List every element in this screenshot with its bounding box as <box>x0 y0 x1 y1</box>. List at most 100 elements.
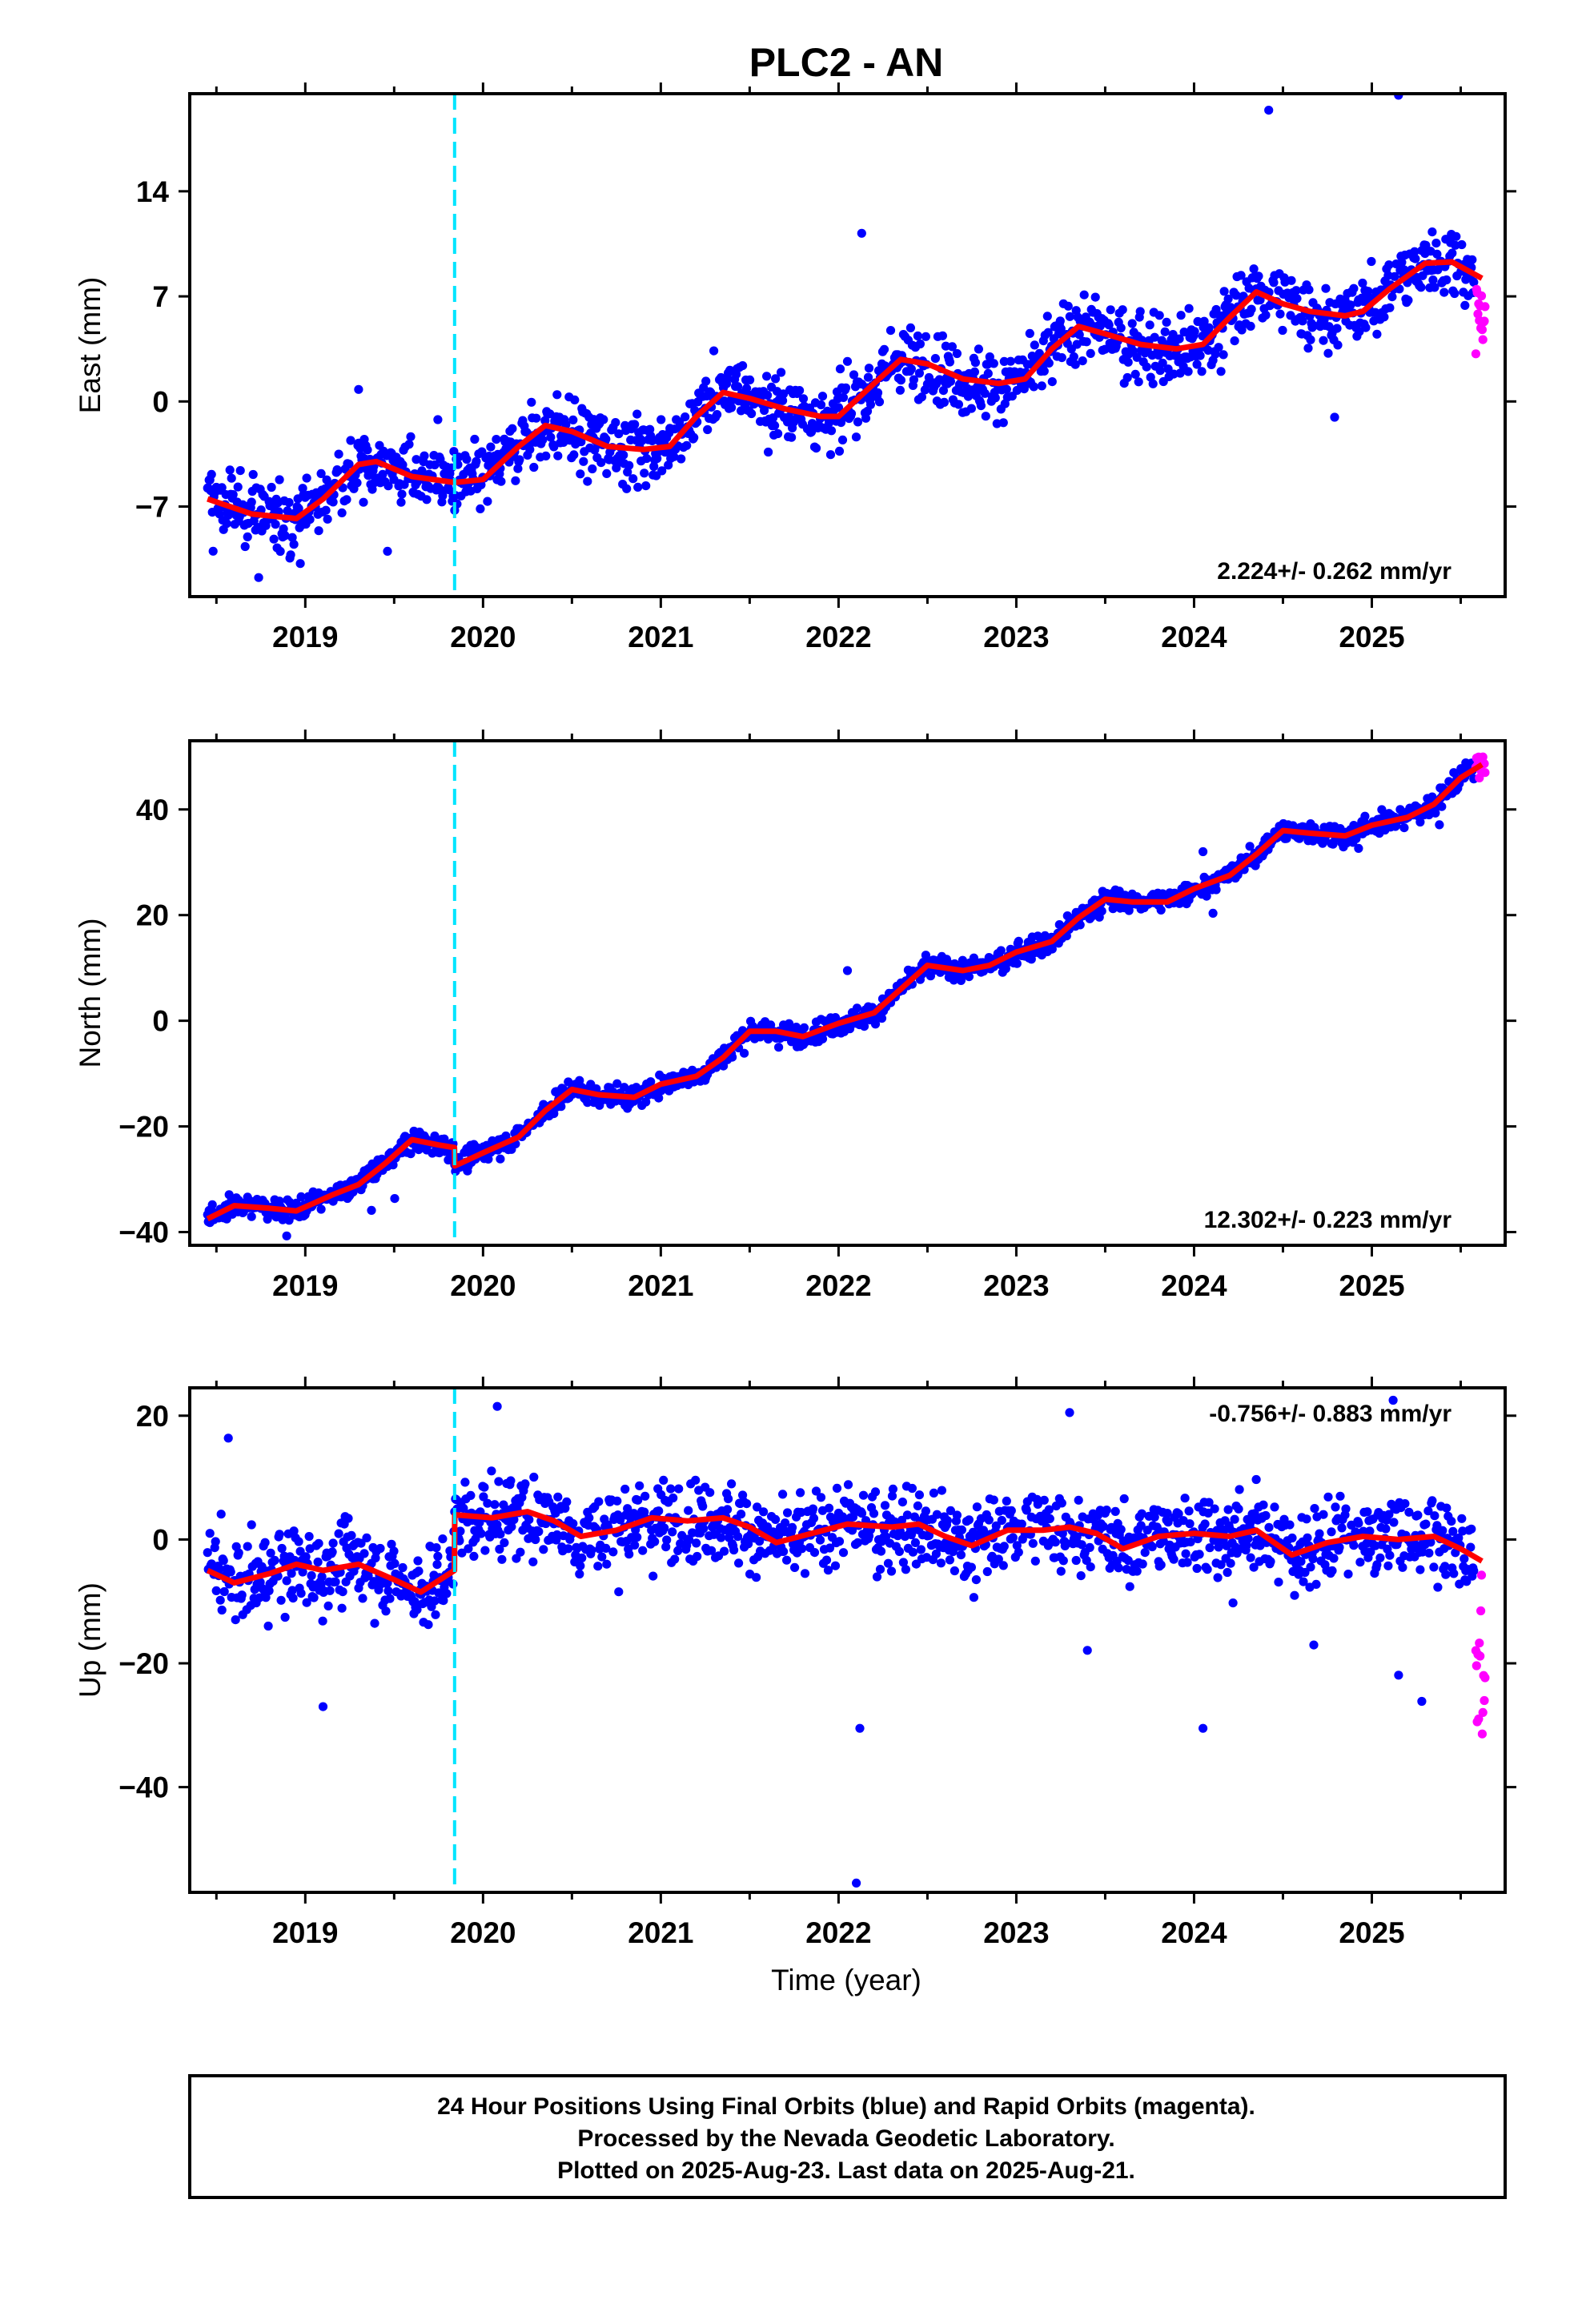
final-orbit-point <box>215 1595 225 1605</box>
final-orbit-point <box>564 1544 573 1554</box>
final-orbit-point <box>734 1558 744 1568</box>
final-orbit-point <box>398 460 408 470</box>
final-orbit-point <box>1150 332 1159 342</box>
final-orbit-point <box>440 1134 449 1144</box>
final-orbit-point <box>1389 1518 1399 1527</box>
final-orbit-point <box>284 497 294 508</box>
final-orbit-point <box>1226 1558 1235 1568</box>
final-orbit-point <box>207 469 216 480</box>
final-orbit-point <box>1460 300 1470 310</box>
final-orbit-point <box>859 1022 869 1031</box>
final-orbit-point <box>1278 325 1287 336</box>
final-orbit-point <box>577 1553 587 1562</box>
final-orbit-point <box>673 1546 683 1555</box>
final-orbit-point <box>460 1478 470 1487</box>
final-orbit-point <box>1203 1508 1213 1518</box>
final-orbit-point <box>771 374 781 384</box>
final-orbit-point <box>483 497 492 506</box>
final-orbit-point <box>1132 1566 1142 1576</box>
final-orbit-point <box>857 228 866 238</box>
final-orbit-point <box>588 464 597 474</box>
final-orbit-point <box>500 1538 509 1547</box>
final-orbit-point <box>938 386 948 396</box>
final-orbit-point <box>1300 1567 1310 1578</box>
final-orbit-point <box>632 409 642 419</box>
final-orbit-point <box>877 1013 887 1023</box>
final-orbit-point <box>1384 260 1394 270</box>
y-tick-label: 20 <box>136 899 169 932</box>
final-orbit-point <box>1150 1512 1159 1522</box>
final-orbit-point <box>648 1571 658 1581</box>
final-orbit-point <box>583 476 592 486</box>
final-orbit-point <box>691 1475 701 1485</box>
x-tick-label: 2020 <box>450 621 516 653</box>
final-orbit-point <box>1180 1494 1190 1503</box>
final-orbit-point <box>1182 1558 1192 1567</box>
final-orbit-point <box>286 550 295 560</box>
final-orbit-point <box>584 1513 594 1522</box>
final-orbit-point <box>1199 846 1208 857</box>
final-orbit-point <box>954 400 963 409</box>
final-orbit-point <box>619 450 628 460</box>
final-orbit-point <box>337 1603 347 1613</box>
final-orbit-point <box>331 1577 340 1586</box>
final-orbit-point <box>689 432 699 443</box>
final-orbit-point <box>247 1520 256 1530</box>
final-orbit-point <box>821 1555 832 1565</box>
final-orbit-point <box>1158 358 1167 368</box>
final-orbit-point <box>529 1472 539 1482</box>
final-orbit-point <box>826 426 837 436</box>
final-orbit-point <box>334 1529 343 1538</box>
final-orbit-point <box>367 1205 376 1215</box>
final-orbit-point <box>1421 240 1431 250</box>
final-orbit-point <box>528 1557 538 1566</box>
final-orbit-point <box>1176 311 1186 320</box>
final-orbit-point <box>668 1527 677 1537</box>
final-orbit-point <box>1202 891 1211 901</box>
final-orbit-point <box>1306 335 1315 344</box>
final-orbit-point <box>897 1515 906 1525</box>
final-orbit-point <box>1008 1533 1018 1542</box>
final-orbit-point <box>880 1501 890 1510</box>
final-orbit-point <box>1071 1555 1081 1566</box>
final-orbit-point <box>816 1493 826 1502</box>
final-orbit-point <box>1114 1563 1123 1573</box>
final-orbit-point <box>1337 1523 1347 1533</box>
final-orbit-point <box>966 404 976 413</box>
final-orbit-point <box>594 1497 604 1506</box>
final-orbit-point <box>1243 1534 1253 1543</box>
final-orbit-point <box>1078 356 1087 366</box>
final-orbit-point <box>1204 323 1214 332</box>
final-orbit-point <box>1427 227 1437 237</box>
final-orbit-point <box>1251 1474 1261 1485</box>
final-orbit-point <box>1303 344 1313 353</box>
final-orbit-point <box>796 1488 805 1498</box>
final-orbit-point <box>929 1488 938 1498</box>
final-orbit-point <box>296 1192 306 1201</box>
final-orbit-point <box>1371 308 1380 317</box>
final-orbit-point <box>333 466 343 476</box>
final-orbit-point <box>1137 1509 1146 1518</box>
final-orbit-point <box>247 1212 256 1221</box>
final-orbit-point <box>1315 1529 1324 1538</box>
rapid-orbit-point <box>1476 1570 1487 1580</box>
final-orbit-point <box>1012 385 1022 396</box>
final-orbit-point <box>707 1546 717 1555</box>
final-orbit-point <box>1037 381 1046 391</box>
final-orbit-point <box>1432 249 1442 259</box>
final-orbit-point <box>873 388 883 398</box>
final-orbit-point <box>713 409 722 420</box>
final-orbit-point <box>1287 275 1296 285</box>
final-orbit-point <box>462 454 472 464</box>
final-orbit-point <box>1429 1562 1439 1572</box>
final-orbit-point <box>853 1538 863 1547</box>
final-orbit-point <box>875 1565 885 1574</box>
final-orbit-point <box>1029 382 1038 392</box>
final-orbit-point <box>898 1558 908 1567</box>
final-orbit-point <box>843 1480 853 1490</box>
final-orbit-point <box>234 1548 243 1558</box>
final-orbit-point <box>825 1543 835 1553</box>
velocity-label: 2.224+/- 0.262 mm/yr <box>1217 558 1452 585</box>
final-orbit-point <box>1025 328 1034 338</box>
final-orbit-point <box>388 1160 398 1170</box>
